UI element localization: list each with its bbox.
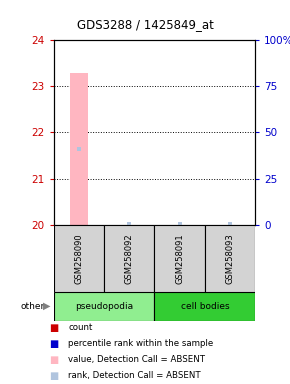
Bar bbox=[54, 292, 155, 321]
Text: value, Detection Call = ABSENT: value, Detection Call = ABSENT bbox=[68, 355, 205, 364]
Text: ▶: ▶ bbox=[43, 301, 51, 311]
Text: ■: ■ bbox=[49, 355, 59, 365]
Text: ■: ■ bbox=[49, 339, 59, 349]
Text: GSM258093: GSM258093 bbox=[226, 233, 235, 284]
Text: rank, Detection Call = ABSENT: rank, Detection Call = ABSENT bbox=[68, 371, 201, 381]
Text: percentile rank within the sample: percentile rank within the sample bbox=[68, 339, 213, 348]
Text: ■: ■ bbox=[49, 323, 59, 333]
Bar bbox=[205, 225, 255, 292]
Text: count: count bbox=[68, 323, 93, 332]
Text: cell bodies: cell bodies bbox=[180, 302, 229, 311]
Text: GSM258090: GSM258090 bbox=[74, 233, 83, 283]
Text: GSM258091: GSM258091 bbox=[175, 233, 184, 283]
Bar bbox=[104, 225, 155, 292]
Text: ■: ■ bbox=[49, 371, 59, 381]
Bar bbox=[70, 73, 88, 225]
Text: GDS3288 / 1425849_at: GDS3288 / 1425849_at bbox=[77, 18, 213, 31]
Text: pseudopodia: pseudopodia bbox=[75, 302, 133, 311]
Bar bbox=[155, 292, 255, 321]
Bar bbox=[155, 225, 205, 292]
Text: other: other bbox=[21, 302, 45, 311]
Bar bbox=[54, 225, 104, 292]
Text: GSM258092: GSM258092 bbox=[125, 233, 134, 283]
